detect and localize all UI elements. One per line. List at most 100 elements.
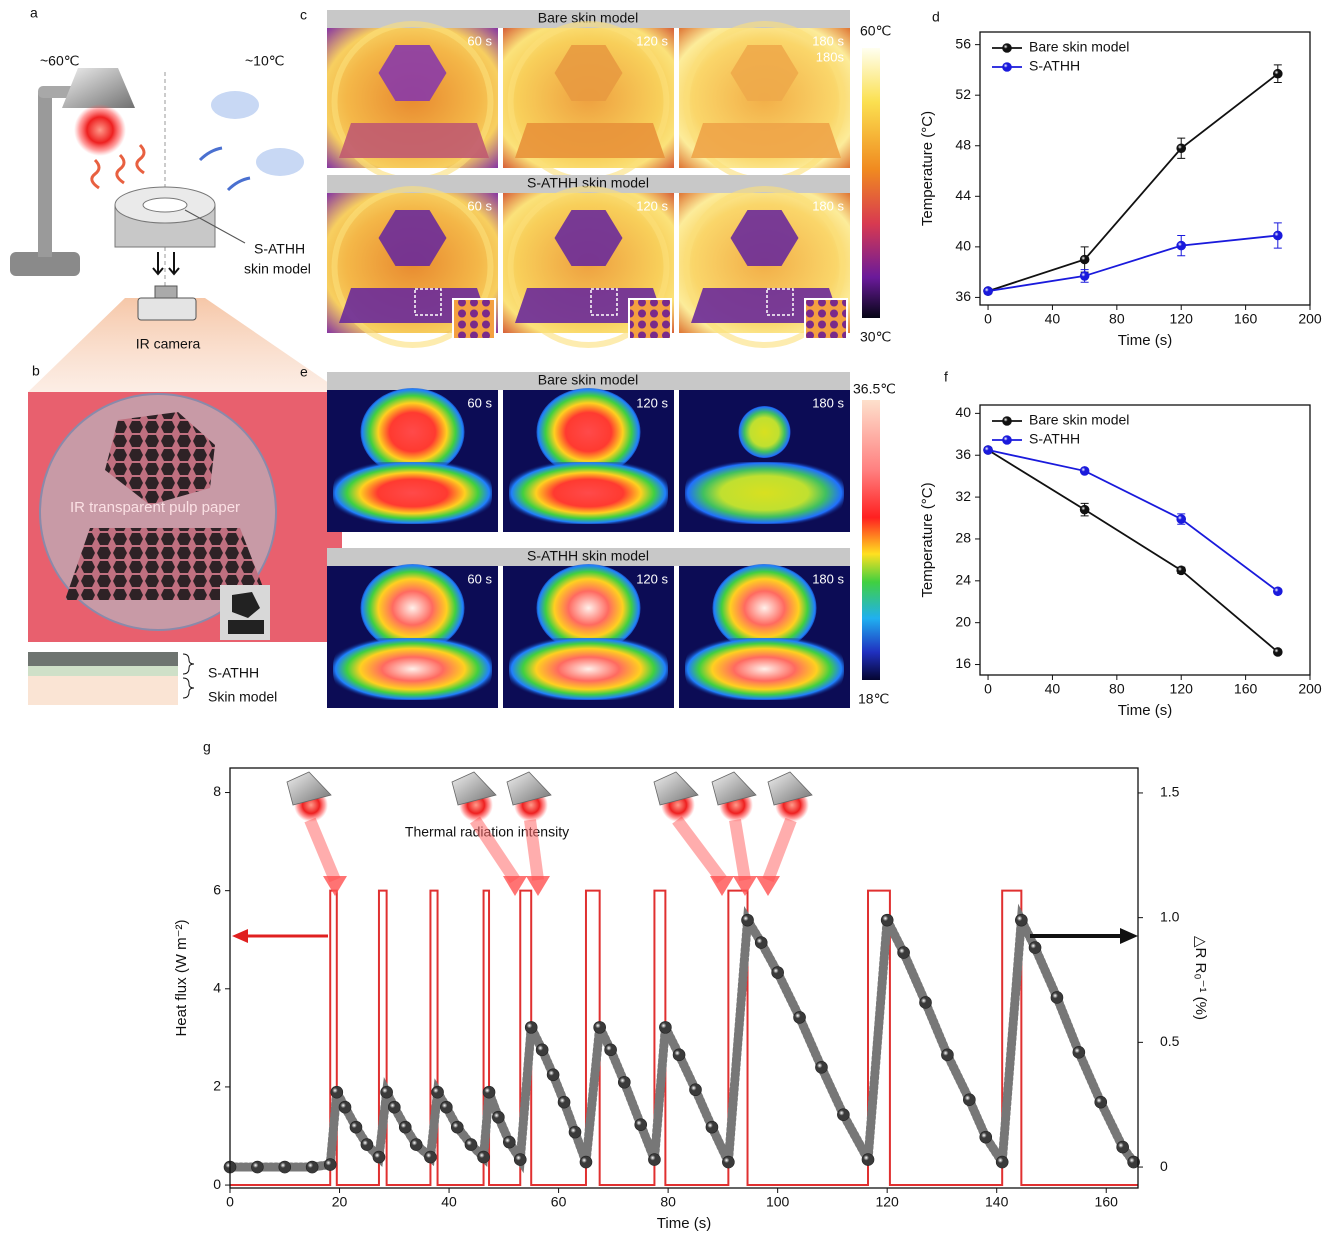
beam-head bbox=[756, 876, 780, 896]
y-tick-label: 28 bbox=[955, 530, 971, 546]
x-tick-label: 120 bbox=[875, 1194, 899, 1210]
point bbox=[984, 446, 993, 455]
point bbox=[1080, 255, 1089, 264]
time-label: 180 s bbox=[812, 395, 844, 410]
heat-arrow bbox=[92, 160, 99, 188]
point bbox=[659, 1021, 671, 1033]
point bbox=[492, 1111, 504, 1123]
layer-athh bbox=[28, 652, 178, 666]
x-tick-label: 80 bbox=[1109, 311, 1125, 327]
cold-temp: ~10℃ bbox=[245, 53, 284, 69]
down-arrows bbox=[153, 252, 179, 274]
point bbox=[1273, 647, 1282, 656]
point bbox=[569, 1126, 581, 1138]
x-tick-label: 160 bbox=[1095, 1194, 1119, 1210]
point bbox=[980, 1131, 992, 1143]
point bbox=[898, 947, 910, 959]
point bbox=[478, 1151, 490, 1163]
lamp-bulb bbox=[74, 104, 126, 156]
beam-head bbox=[733, 876, 757, 896]
point bbox=[465, 1139, 477, 1151]
time-label: 180 s bbox=[812, 198, 844, 213]
heat-arrow bbox=[117, 155, 124, 183]
x-tick-label: 0 bbox=[984, 311, 992, 327]
legend-marker bbox=[1003, 44, 1012, 53]
holder-hole bbox=[143, 198, 187, 212]
colorbar bbox=[862, 400, 880, 680]
point bbox=[594, 1021, 606, 1033]
point bbox=[558, 1096, 570, 1108]
point bbox=[673, 1049, 685, 1061]
beam-head bbox=[710, 876, 734, 896]
y-tick-label: 40 bbox=[955, 404, 971, 420]
point bbox=[339, 1101, 351, 1113]
heat-arrow bbox=[137, 145, 144, 173]
y2-tick-label: 0 bbox=[1160, 1158, 1168, 1174]
x-tick-label: 80 bbox=[1109, 681, 1125, 697]
arrow-head bbox=[232, 929, 248, 943]
camera-lens bbox=[155, 286, 177, 298]
radiation-beam bbox=[677, 820, 722, 880]
lamp-temp: ~60℃ bbox=[40, 53, 79, 69]
y2-tick-label: 0.5 bbox=[1160, 1033, 1180, 1049]
point bbox=[941, 1049, 953, 1061]
point bbox=[525, 1021, 537, 1033]
cloud bbox=[211, 91, 259, 119]
sample-label: skin model bbox=[244, 261, 311, 277]
beam-head bbox=[323, 876, 347, 896]
point bbox=[1273, 69, 1282, 78]
panel-label: c bbox=[300, 7, 307, 23]
panel-label: g bbox=[203, 739, 211, 755]
point bbox=[1080, 505, 1089, 514]
point bbox=[381, 1086, 393, 1098]
heat-blob bbox=[685, 638, 844, 700]
x-tick-label: 80 bbox=[660, 1194, 676, 1210]
x-tick-label: 20 bbox=[332, 1194, 348, 1210]
time-label: 180 s bbox=[812, 33, 844, 48]
point bbox=[772, 967, 784, 979]
point bbox=[373, 1151, 385, 1163]
zoom-inset bbox=[453, 299, 495, 339]
camera-label: IR camera bbox=[136, 336, 201, 352]
arrow-head bbox=[1120, 928, 1138, 944]
point bbox=[388, 1101, 400, 1113]
y-tick-label: 48 bbox=[955, 136, 971, 152]
series-line bbox=[988, 450, 1278, 652]
point bbox=[432, 1086, 444, 1098]
series-line bbox=[988, 74, 1278, 291]
y-tick-label: 36 bbox=[955, 446, 971, 462]
y-tick-label: 32 bbox=[955, 488, 971, 504]
point bbox=[690, 1084, 702, 1096]
point bbox=[1273, 231, 1282, 240]
point bbox=[451, 1121, 463, 1133]
y-tick-label: 36 bbox=[955, 288, 971, 304]
point bbox=[1177, 566, 1186, 575]
y-tick-label: 8 bbox=[213, 783, 221, 799]
radiation-beam bbox=[768, 820, 791, 880]
point bbox=[920, 996, 932, 1008]
time-label: 180s bbox=[816, 49, 845, 64]
radiation-beam bbox=[530, 820, 538, 880]
point bbox=[881, 914, 893, 926]
colorbar bbox=[862, 48, 880, 318]
point bbox=[350, 1121, 362, 1133]
time-label: 60 s bbox=[467, 571, 492, 586]
point bbox=[815, 1061, 827, 1073]
point bbox=[1073, 1046, 1085, 1058]
zoom-inset bbox=[629, 299, 671, 339]
legend-label: Bare skin model bbox=[1029, 39, 1129, 55]
layer-label: S-ATHH bbox=[208, 665, 259, 681]
point bbox=[306, 1161, 318, 1173]
series-line bbox=[988, 235, 1278, 291]
panel-label: b bbox=[32, 363, 40, 379]
x-tick-label: 200 bbox=[1298, 681, 1322, 697]
point bbox=[1177, 241, 1186, 250]
time-label: 180 s bbox=[812, 571, 844, 586]
point bbox=[862, 1154, 874, 1166]
point bbox=[984, 287, 993, 296]
time-label: 120 s bbox=[636, 198, 668, 213]
trapezoid bbox=[339, 123, 489, 158]
point bbox=[1095, 1096, 1107, 1108]
point bbox=[1117, 1141, 1129, 1153]
x-tick-label: 140 bbox=[985, 1194, 1009, 1210]
